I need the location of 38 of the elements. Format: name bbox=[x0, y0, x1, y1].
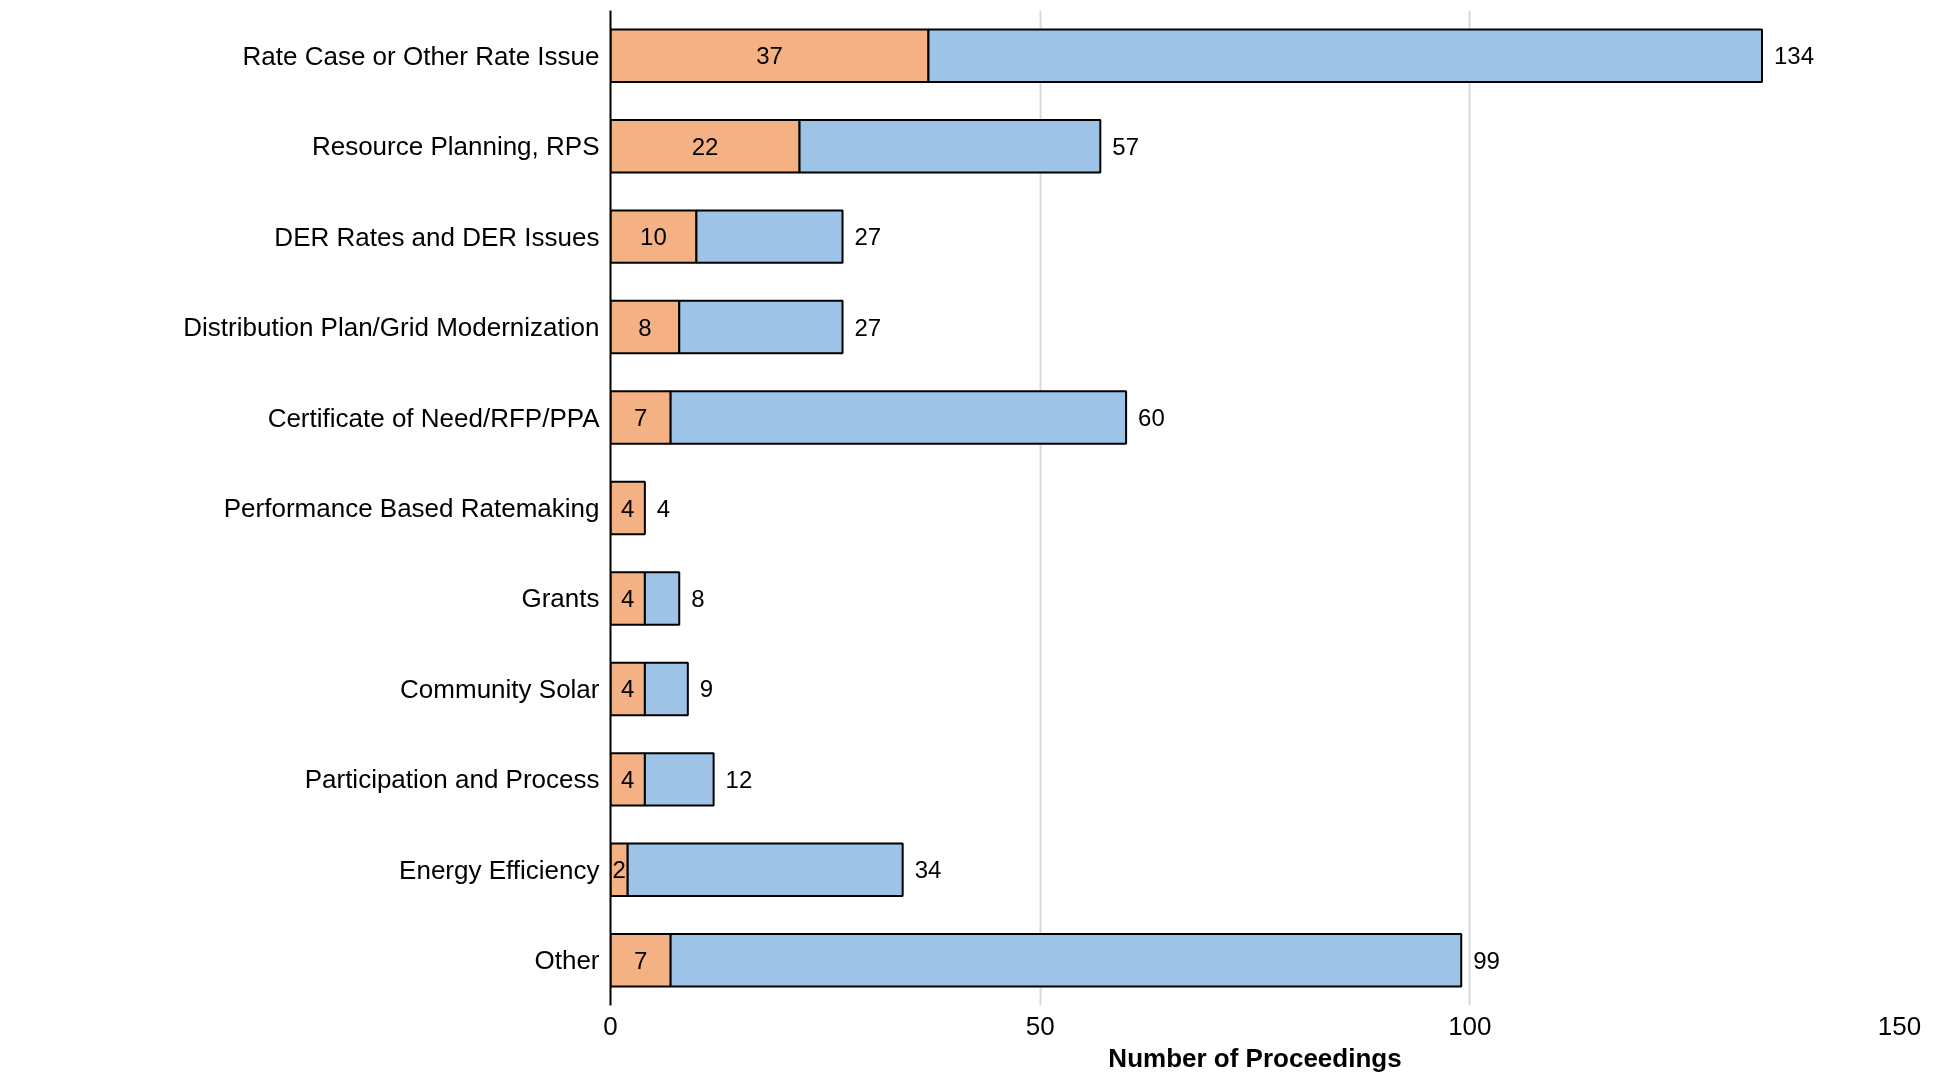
y-tick-label: Certificate of Need/RFP/PPA bbox=[267, 402, 601, 433]
y-tick-label: Participation and Process bbox=[304, 764, 600, 795]
x-tick-label: 150 bbox=[1877, 1010, 1922, 1041]
y-tick-label: Performance Based Ratemaking bbox=[223, 493, 600, 523]
data-label: 4 bbox=[621, 765, 635, 793]
x-axis-title: Number of Proceedings bbox=[1108, 1042, 1402, 1073]
y-tick-label: Community Solar bbox=[400, 673, 600, 704]
x-tick-label: 50 bbox=[1025, 1010, 1055, 1041]
data-label: 4 bbox=[621, 675, 635, 703]
y-tick-label: Other bbox=[534, 945, 600, 976]
total-label: 57 bbox=[1112, 132, 1140, 160]
total-label: 27 bbox=[854, 223, 882, 251]
total-label: 134 bbox=[1774, 42, 1815, 70]
y-tick-label: Rate Case or Other Rate Issue bbox=[242, 40, 600, 71]
total-label: 99 bbox=[1473, 946, 1500, 974]
total-label: 12 bbox=[725, 765, 753, 793]
data-label: 7 bbox=[633, 404, 648, 432]
y-tick-label: Energy Efficiency bbox=[399, 854, 600, 885]
y-tick-label: Grants bbox=[521, 583, 600, 614]
total-label: 34 bbox=[914, 856, 942, 884]
x-tick-label: 0 bbox=[603, 1010, 618, 1041]
data-label: 37 bbox=[756, 42, 783, 70]
data-label: 22 bbox=[691, 132, 719, 160]
data-label: 8 bbox=[638, 313, 652, 341]
y-tick-label: Resource Planning, RPS bbox=[311, 131, 600, 162]
data-label: 7 bbox=[633, 946, 648, 974]
data-label: 2 bbox=[612, 856, 626, 884]
total-label: 8 bbox=[691, 584, 705, 612]
data-label: 4 bbox=[621, 584, 635, 612]
y-tick-label: DER Rates and DER Issues bbox=[274, 221, 600, 252]
data-label: 4 bbox=[621, 494, 635, 522]
data-label: 10 bbox=[640, 223, 667, 251]
total-label: 4 bbox=[656, 494, 671, 522]
total-label: 9 bbox=[699, 675, 714, 703]
x-tick-label: 100 bbox=[1448, 1010, 1492, 1041]
y-tick-label: Distribution Plan/Grid Modernization bbox=[183, 312, 600, 343]
total-label: 27 bbox=[854, 313, 882, 341]
total-label: 60 bbox=[1138, 404, 1165, 432]
